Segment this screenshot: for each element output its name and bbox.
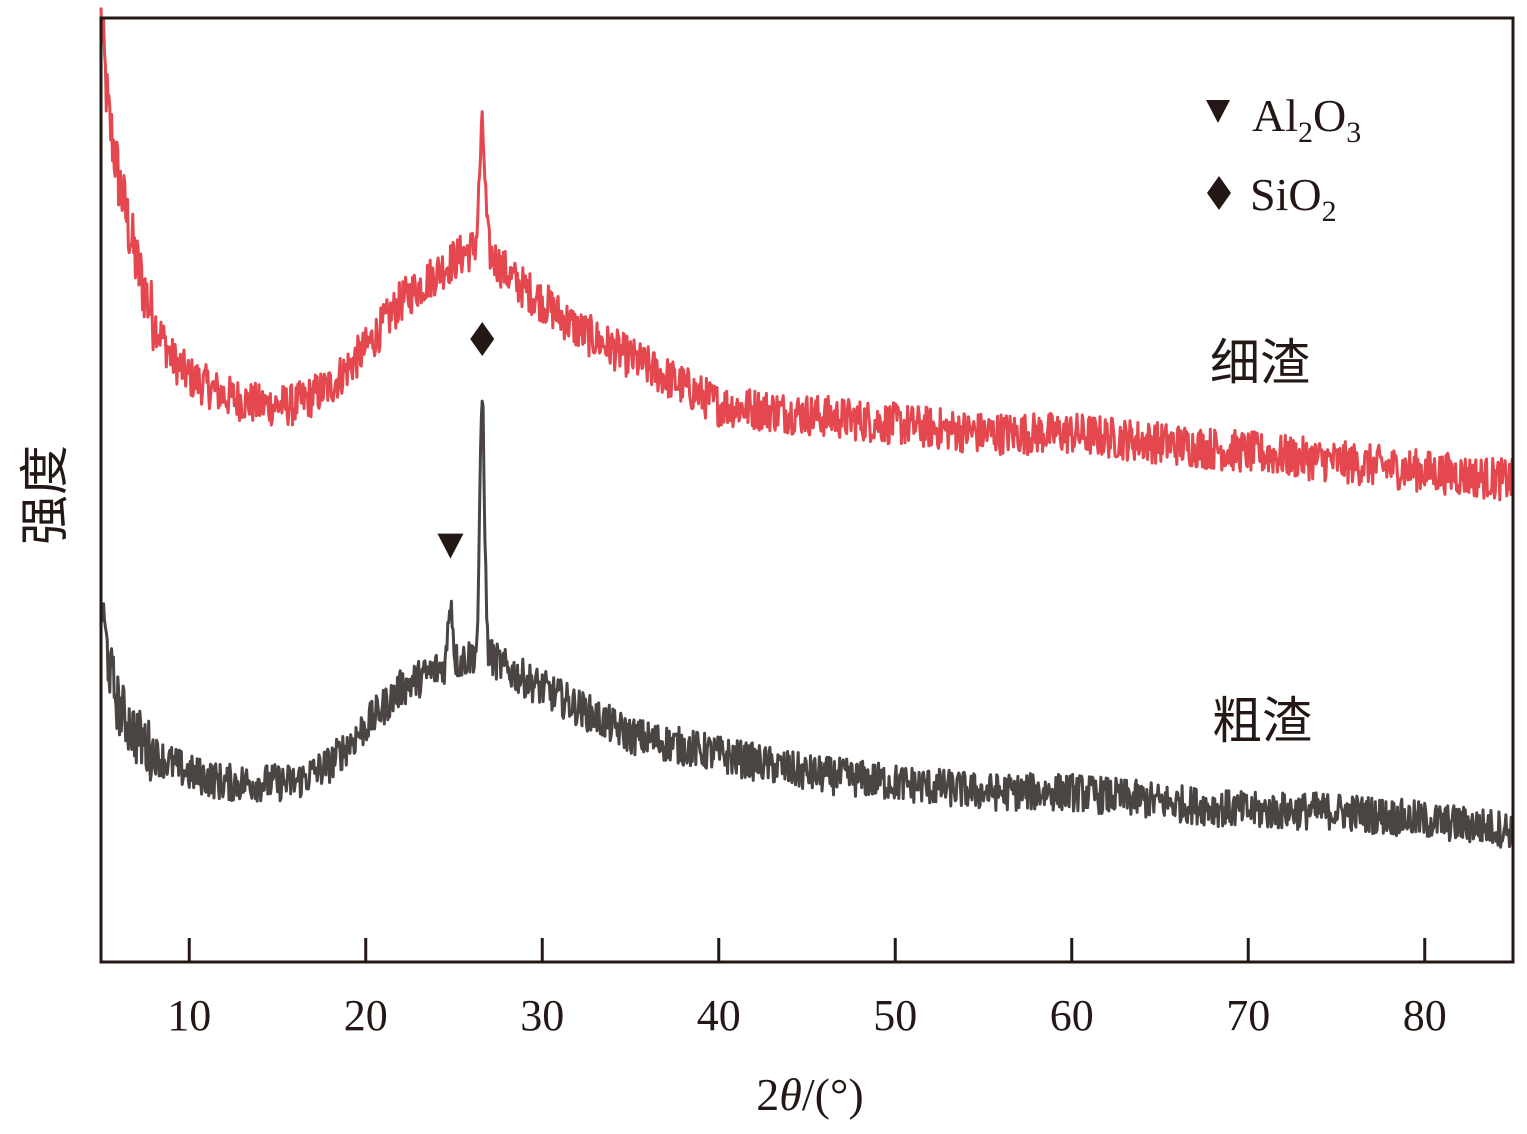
legend-label-sio2: SiO2 <box>1250 169 1337 228</box>
x-tick-label: 40 <box>697 991 741 1040</box>
plot-frame <box>99 16 1515 964</box>
sio2-peak-marker-icon <box>470 321 495 356</box>
x-tick-label: 80 <box>1403 991 1447 1040</box>
x-tick-label: 50 <box>873 991 917 1040</box>
x-tick-label: 10 <box>167 991 211 1040</box>
peak-markers <box>437 321 495 559</box>
x-axis-title: 2θ/(°) <box>756 1069 863 1120</box>
y-axis-title: 强度 <box>16 445 74 545</box>
series-label-fine: 细渣 <box>1210 334 1310 392</box>
al2o3-peak-marker-icon <box>437 533 464 559</box>
x-tick-label: 70 <box>1226 991 1270 1040</box>
legend-diamond-icon <box>1207 176 1231 210</box>
series-line-fine-slag <box>99 7 1515 502</box>
legend: Al2O3 SiO2 <box>1206 90 1361 228</box>
legend-label-al2o3: Al2O3 <box>1252 90 1361 149</box>
series-line-coarse-slag <box>99 399 1515 849</box>
x-tick-label: 20 <box>344 991 388 1040</box>
series-group <box>99 7 1515 849</box>
x-ticks: 10 20 30 40 50 60 70 80 <box>167 938 1447 1040</box>
legend-triangle-icon <box>1206 100 1230 123</box>
x-tick-label: 30 <box>520 991 564 1040</box>
series-label-coarse: 粗渣 <box>1212 692 1312 750</box>
x-tick-label: 60 <box>1050 991 1094 1040</box>
